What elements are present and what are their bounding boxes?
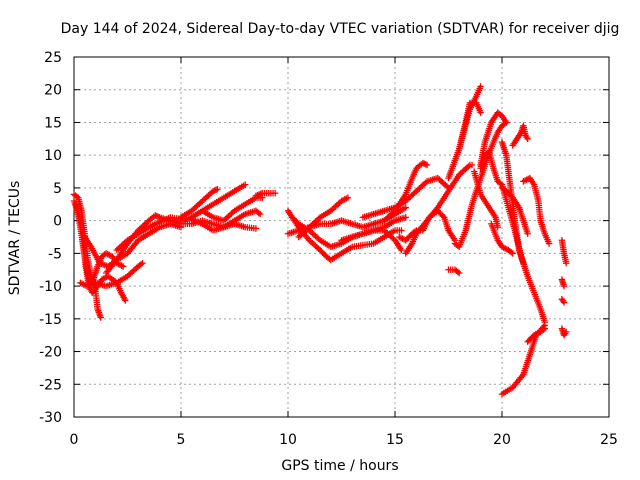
data-track (445, 266, 463, 277)
chart-title: Day 144 of 2024, Sidereal Day-to-day VTE… (61, 21, 620, 37)
data-track (396, 207, 459, 244)
y-tick-label: 0 (53, 214, 62, 230)
y-tick-label: -30 (39, 410, 62, 426)
data-point (524, 230, 531, 237)
data-track (524, 325, 548, 345)
data-point (344, 194, 352, 201)
x-tick-label: 15 (386, 432, 404, 448)
data-point (271, 189, 279, 197)
y-tick-label: 5 (53, 181, 62, 197)
data-point (214, 186, 221, 193)
y-tick-label: 25 (44, 50, 62, 66)
data-point (560, 299, 568, 306)
data-point (120, 263, 127, 270)
data-track (498, 184, 531, 237)
data-track (338, 227, 405, 254)
y-tick-label: -20 (39, 345, 62, 361)
data-point (122, 297, 129, 304)
data-point (242, 181, 249, 188)
data-track (77, 259, 146, 290)
y-tick-label: -5 (48, 246, 62, 262)
data-track (295, 194, 352, 241)
data-track (558, 276, 568, 290)
data-track (177, 186, 221, 221)
data-point (398, 246, 405, 254)
data-point (540, 326, 547, 333)
y-tick-label: -25 (39, 377, 62, 393)
data-point (468, 161, 476, 169)
data-track (477, 148, 548, 326)
data-track (509, 122, 531, 149)
y-tick-label: 20 (44, 83, 62, 99)
data-track (488, 220, 516, 257)
x-tick-label: 10 (279, 432, 297, 448)
y-axis-label: SDTVAR / TECUs (7, 181, 23, 296)
data-series (70, 83, 570, 398)
data-track (81, 220, 185, 270)
data-point (422, 161, 429, 168)
data-point (154, 213, 162, 220)
data-point (139, 259, 146, 267)
data-track (72, 201, 129, 304)
y-tick-label: -10 (39, 279, 62, 295)
data-point (256, 210, 264, 218)
data-point (509, 250, 516, 257)
data-point (454, 268, 461, 276)
data-track (102, 212, 185, 277)
data-point (524, 135, 531, 143)
data-point (255, 209, 262, 217)
data-point (211, 187, 218, 194)
data-track (381, 159, 431, 224)
data-point (252, 225, 260, 232)
data-track (558, 325, 570, 339)
data-point (477, 83, 484, 90)
y-tick-label: -15 (39, 312, 62, 328)
data-point (402, 204, 409, 211)
data-point (520, 259, 527, 267)
x-tick-label: 5 (177, 432, 186, 448)
data-point (153, 212, 160, 220)
y-tick-label: 10 (44, 148, 62, 164)
axis-ticks: 0 5 10 15 20 25 25 20 15 10 5 0 -5 -10 -15 -20 -25 -30 (39, 50, 618, 448)
data-point (419, 159, 427, 167)
data-track (402, 161, 476, 257)
data-point (97, 314, 104, 321)
x-tick-label: 0 (70, 432, 79, 448)
x-tick-label: 25 (600, 432, 618, 448)
data-point (563, 328, 570, 336)
x-axis-label: GPS time / hours (281, 458, 398, 474)
data-point (456, 269, 463, 277)
data-point (560, 282, 568, 290)
data-track (252, 189, 279, 199)
data-point (503, 119, 510, 126)
data-point (423, 161, 431, 169)
data-point (398, 227, 405, 234)
data-point (477, 109, 484, 116)
x-tick-label: 20 (493, 432, 511, 448)
data-track (188, 216, 260, 234)
data-track (445, 99, 484, 182)
data-point (137, 261, 145, 268)
data-point (563, 259, 570, 267)
data-track (520, 174, 553, 247)
data-point (212, 186, 220, 194)
data-track (558, 295, 568, 306)
y-tick-label: 15 (44, 115, 62, 131)
data-point (541, 325, 548, 332)
data-point (209, 187, 217, 195)
data-point (152, 212, 159, 219)
data-point (494, 223, 501, 231)
data-point (508, 249, 515, 256)
data-track (498, 322, 548, 398)
data-track (470, 168, 501, 231)
plot-frame (73, 56, 610, 418)
data-track (558, 237, 570, 267)
data-track (113, 214, 183, 254)
data-point (421, 160, 428, 167)
data-point (402, 214, 409, 221)
data-point (545, 240, 553, 247)
